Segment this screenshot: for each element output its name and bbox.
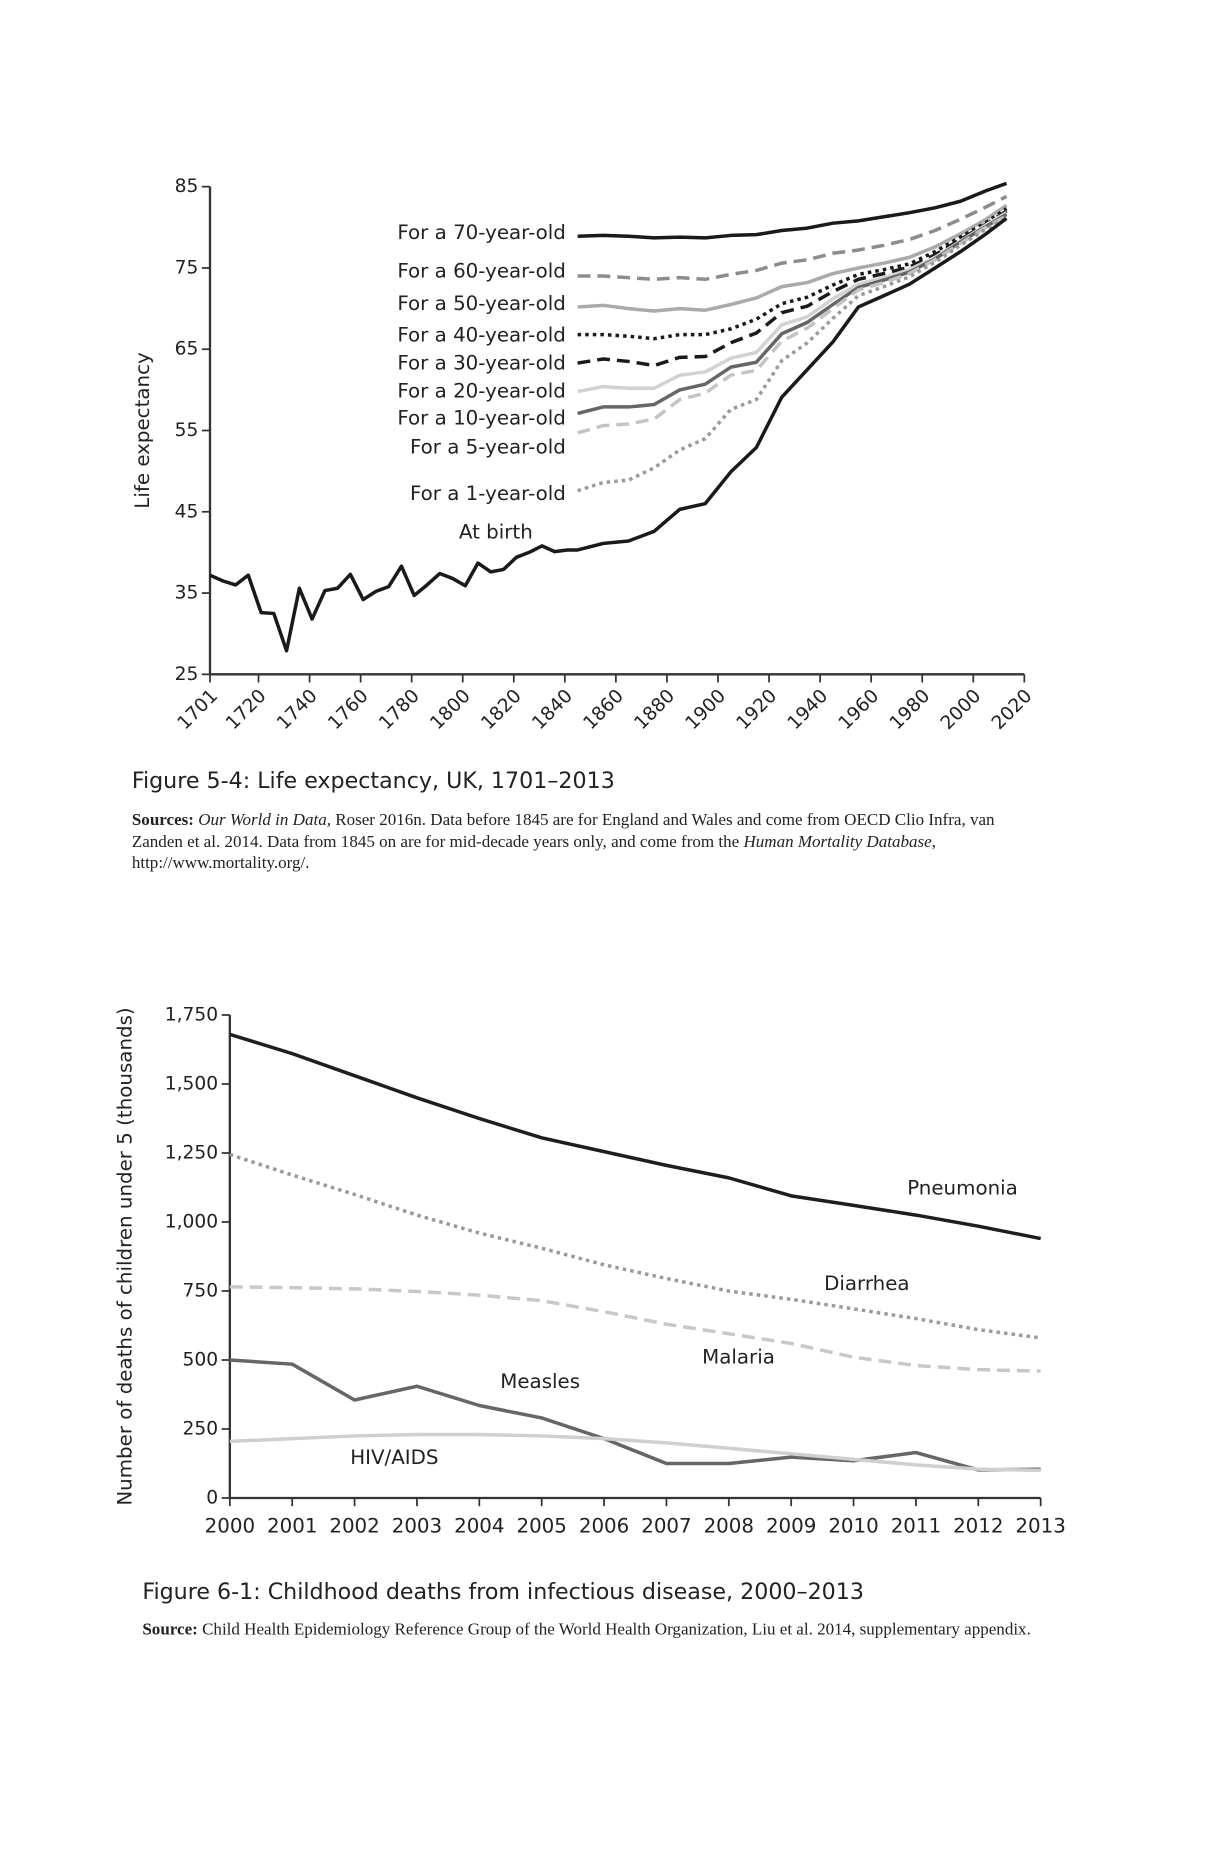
x-tick-label: 1900 <box>682 686 730 734</box>
note-text: , http://www.mortality.org/. <box>131 832 936 873</box>
x-tick-label: 1980 <box>886 686 934 734</box>
note-text: Source: <box>142 1620 198 1640</box>
series-line <box>577 181 1008 240</box>
series-label: For a 10-year-old <box>397 406 566 429</box>
x-tick-label: 2005 <box>516 1515 566 1538</box>
x-tick-label: 1740 <box>273 686 321 734</box>
x-tick-label: 2009 <box>766 1515 816 1538</box>
series-line <box>229 1432 1041 1473</box>
series-label: For a 40-year-old <box>397 324 566 347</box>
series-line <box>229 1032 1042 1241</box>
y-tick-label: 1,000 <box>165 1212 218 1233</box>
y-tick-label: 1,500 <box>165 1074 218 1095</box>
y-tick-label: 1,250 <box>165 1143 218 1164</box>
series-line <box>229 1285 1041 1373</box>
series-line <box>209 217 1008 653</box>
x-tick-label: 2007 <box>641 1515 691 1538</box>
series-label: Diarrhea <box>824 1272 909 1295</box>
x-tick-label: 1840 <box>529 686 577 734</box>
y-axis-label: Life expectancy <box>131 352 154 509</box>
series-label: For a 20-year-old <box>397 380 566 403</box>
series-line <box>229 1358 1041 1472</box>
series-line <box>577 216 1008 493</box>
y-axis-label: Number of deaths of children under 5 (th… <box>114 1007 137 1505</box>
note-text: Sources: <box>131 810 194 830</box>
y-tick-label: 1,750 <box>165 1005 218 1026</box>
series-label: Malaria <box>702 1346 775 1369</box>
x-tick-label: 1780 <box>375 686 423 734</box>
x-tick-label: 2006 <box>579 1515 629 1538</box>
series-line <box>577 209 1008 368</box>
y-tick-label: 65 <box>175 339 199 360</box>
x-tick-label: 1820 <box>477 686 525 734</box>
x-tick-label: 1880 <box>631 686 679 734</box>
figure-caption: Figure 5-4: Life expectancy, UK, 1701–20… <box>132 768 615 794</box>
series-line <box>577 214 1008 435</box>
series-label: For a 60-year-old <box>397 259 566 282</box>
x-tick-label: 1940 <box>784 686 832 734</box>
series-label: Measles <box>500 1370 580 1393</box>
x-tick-label: 2000 <box>937 686 985 734</box>
series-label: For a 1-year-old <box>410 482 566 505</box>
note-text: Roser 2016n. Data before 1845 are for En… <box>131 810 995 852</box>
y-tick-label: 750 <box>183 1281 219 1302</box>
x-tick-label: 1760 <box>324 686 372 734</box>
x-tick-label: 2013 <box>1015 1515 1065 1538</box>
x-tick-label: 1860 <box>580 686 628 734</box>
x-tick-label: 2001 <box>267 1515 317 1538</box>
x-tick-label: 1960 <box>835 686 883 734</box>
series-line <box>577 212 1008 416</box>
y-tick-label: 55 <box>175 420 199 441</box>
x-tick-label: 2008 <box>704 1515 754 1538</box>
figure-caption: Figure 6-1: Childhood deaths from infect… <box>142 1579 864 1605</box>
x-tick-label: 2020 <box>988 686 1036 734</box>
x-tick-label: 1920 <box>733 686 781 734</box>
chart-notes: Sources: Our World in Data, Roser 2016n.… <box>132 810 1036 875</box>
y-tick-label: 35 <box>175 583 199 604</box>
series-label: For a 50-year-old <box>397 292 566 315</box>
series-label: For a 70-year-old <box>397 221 566 244</box>
y-tick-label: 250 <box>183 1419 219 1440</box>
x-tick-label: 2011 <box>891 1515 941 1538</box>
x-tick-label: 1800 <box>426 686 474 734</box>
series-line <box>577 194 1008 282</box>
x-tick-label: 2003 <box>392 1515 442 1538</box>
series-label: Pneumonia <box>907 1176 1018 1199</box>
note-text: Our World in Data, <box>193 810 331 830</box>
y-tick-label: 500 <box>183 1350 219 1371</box>
series-label: For a 5-year-old <box>410 436 566 459</box>
x-tick-label: 2002 <box>329 1515 379 1538</box>
chart-notes: Source: Child Health Epidemiology Refere… <box>142 1619 1046 1641</box>
y-tick-label: 45 <box>175 501 199 522</box>
x-tick-label: 2004 <box>454 1515 504 1538</box>
x-tick-label: 1701 <box>174 686 222 734</box>
note-text: Human Mortality Database <box>743 832 932 852</box>
y-tick-label: 85 <box>175 176 199 197</box>
series-label: For a 30-year-old <box>397 352 566 375</box>
series-label: At birth <box>459 521 533 544</box>
x-tick-label: 2012 <box>953 1515 1003 1538</box>
x-tick-label: 2000 <box>205 1515 255 1538</box>
x-tick-label: 1720 <box>222 686 270 734</box>
y-tick-label: 75 <box>175 257 199 278</box>
series-label: HIV/AIDS <box>350 1446 438 1469</box>
x-tick-label: 2010 <box>828 1515 878 1538</box>
note-text: Child Health Epidemiology Reference Grou… <box>197 1620 1031 1640</box>
y-tick-label: 0 <box>206 1488 218 1509</box>
series-line <box>577 203 1008 313</box>
y-tick-label: 25 <box>175 664 199 685</box>
